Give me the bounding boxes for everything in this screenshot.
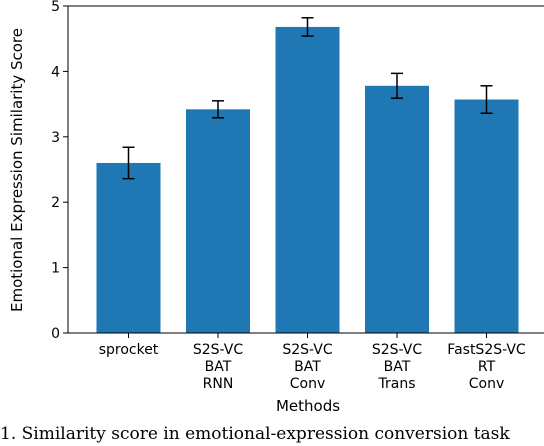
y-axis: 0 1 2 3 4 5 — [51, 0, 68, 342]
y-tick-label-1: 1 — [51, 261, 60, 277]
x-tick-label-3-line-1: S2S-VC — [282, 342, 332, 358]
x-tick-label-5-line-2: RT — [478, 359, 496, 375]
x-tick-label-4-line-2: BAT — [384, 359, 411, 375]
bar-3 — [275, 26, 340, 333]
x-tick-label-5: FastS2S-VC RT Conv — [447, 342, 526, 392]
x-tick-label-4: S2S-VC BAT Trans — [372, 342, 422, 392]
plot-frame — [67, 5, 544, 334]
x-tick-label-5-line-1: FastS2S-VC — [447, 342, 526, 358]
x-tick-label-2: S2S-VC BAT RNN — [193, 342, 243, 392]
x-tick-label-3-line-2: BAT — [294, 359, 321, 375]
y-tick-label-4: 4 — [51, 64, 60, 80]
y-tick-label-5: 5 — [51, 0, 60, 15]
y-axis-label: Emotional Expression Similarity Score — [8, 28, 26, 312]
x-tick-label-2-line-2: BAT — [205, 359, 232, 375]
x-tick-label-5-line-3: Conv — [469, 376, 505, 392]
x-tick-label-4-line-3: Trans — [378, 376, 416, 392]
error-bars-group — [122, 17, 493, 180]
x-tick-label-1: sprocket — [99, 342, 159, 358]
bar-5 — [454, 99, 519, 333]
y-tick-label-2: 2 — [51, 195, 60, 211]
x-tick-label-4-line-1: S2S-VC — [372, 342, 422, 358]
x-tick-label-3: S2S-VC BAT Conv — [282, 342, 332, 392]
bar-4 — [365, 85, 429, 334]
bars-group — [96, 26, 519, 334]
y-tick-label-3: 3 — [51, 130, 60, 146]
x-tick-label-3-line-3: Conv — [290, 376, 326, 392]
x-axis-label: Methods — [276, 397, 340, 415]
figure-caption: 1. Similarity score in emotional-express… — [0, 424, 510, 444]
x-tick-label-1-line-1: sprocket — [99, 342, 159, 358]
x-tick-label-2-line-1: S2S-VC — [193, 342, 243, 358]
bar-1 — [96, 162, 161, 333]
x-tick-label-2-line-3: RNN — [203, 376, 234, 392]
bar-2 — [186, 109, 250, 333]
y-tick-label-0: 0 — [51, 326, 60, 342]
